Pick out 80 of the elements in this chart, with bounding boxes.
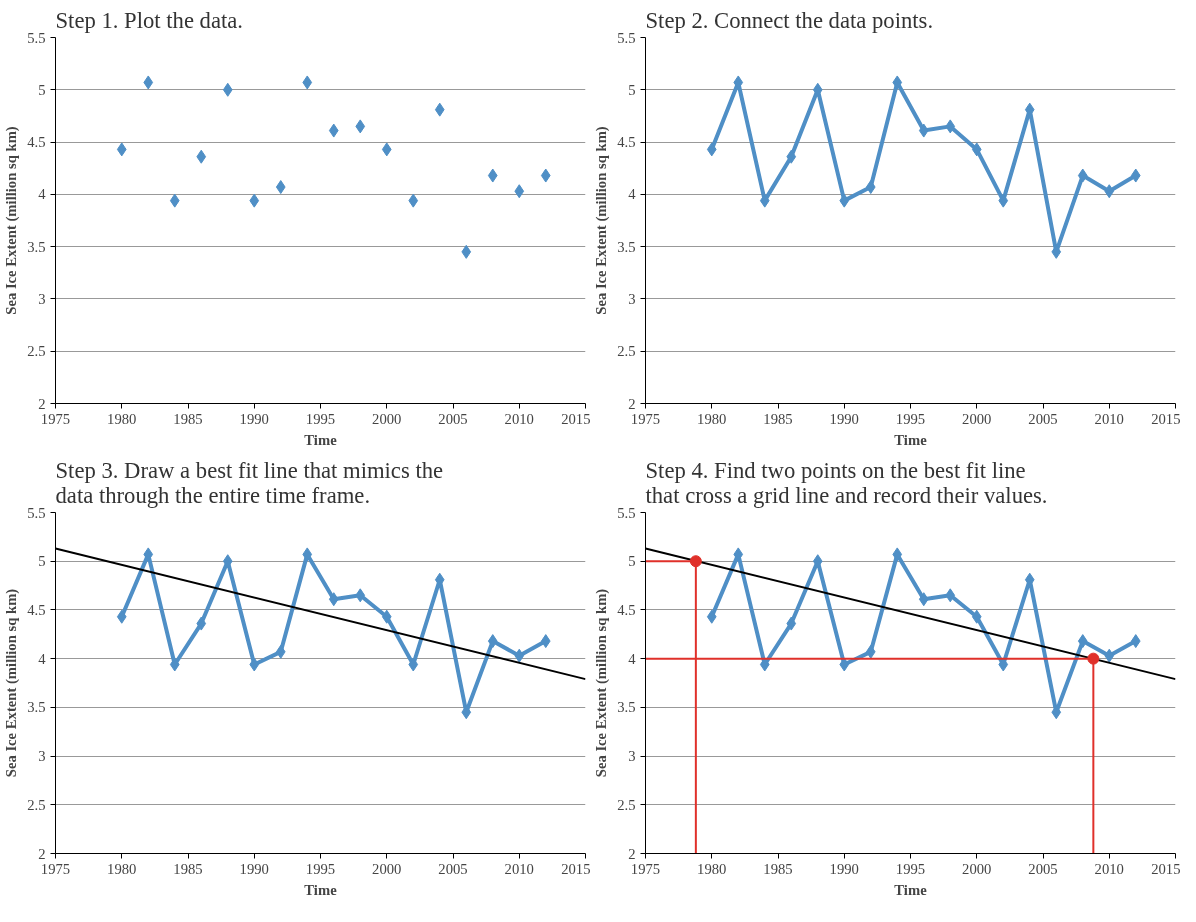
y-tick-label: 4 [628,650,637,667]
x-tick-label: 1990 [829,410,859,427]
x-tick-label: 1995 [305,410,336,427]
y-tick-label: 5 [628,553,636,570]
y-tick-label: 5.5 [27,504,46,521]
y-tick-label: 4 [38,650,47,667]
y-tick-label: 4 [628,186,637,203]
x-tick-label: 2005 [438,860,468,877]
y-axis-title: Sea Ice Extent (million sq km) [593,126,611,315]
x-axis-title: Time [304,881,338,898]
x-tick-label: 1975 [40,860,71,877]
chart-title: Step 4. Find two points on the best fit line that cross a grid line and record their values. [645,457,1048,508]
x-tick-label: 1995 [895,860,926,877]
y-tick-label: 5 [38,553,46,570]
y-tick-label: 3 [38,290,46,307]
y-tick-label: 5.5 [27,29,46,46]
x-axis-title: Time [894,431,928,448]
y-tick-label: 4 [38,186,47,203]
x-axis-title: Time [304,431,338,448]
x-tick-label: 1985 [763,860,793,877]
y-tick-label: 4.5 [617,601,636,618]
y-tick-label: 2 [38,845,46,862]
y-tick-label: 3.5 [617,238,636,255]
x-tick-label: 2005 [1028,410,1058,427]
y-tick-label: 3.5 [617,699,636,716]
x-tick-label: 1985 [173,410,203,427]
y-tick-label: 2.5 [617,796,636,813]
x-tick-label: 1980 [107,410,137,427]
x-tick-label: 2015 [561,410,591,427]
x-tick-label: 1990 [239,860,269,877]
y-tick-label: 3 [38,748,46,765]
x-axis-title: Time [894,881,928,898]
y-tick-label: 5.5 [617,504,636,521]
y-tick-label: 2 [628,845,636,862]
x-tick-label: 1975 [630,860,661,877]
y-tick-label: 3 [628,748,636,765]
x-tick-label: 2015 [1151,860,1181,877]
x-tick-label: 1995 [305,860,336,877]
x-tick-label: 2005 [438,410,468,427]
x-tick-label: 2010 [1094,860,1124,877]
x-tick-label: 1980 [107,860,137,877]
x-tick-label: 2000 [962,410,992,427]
x-tick-label: 1990 [239,410,269,427]
y-axis-title: Sea Ice Extent (million sq km) [3,126,21,315]
chart-title: Step 3. Draw a best fit line that mimics the data through the entire time frame. [55,457,444,508]
x-tick-label: 1985 [173,860,203,877]
x-tick-label: 2000 [372,860,402,877]
x-tick-label: 2010 [504,860,534,877]
y-tick-label: 2.5 [617,343,636,360]
x-tick-label: 2000 [372,410,402,427]
x-tick-label: 2005 [1028,860,1058,877]
y-tick-label: 2.5 [27,796,46,813]
y-axis-title: Sea Ice Extent (million sq km) [593,588,611,778]
y-tick-label: 2 [38,395,46,412]
x-tick-label: 2000 [962,860,992,877]
x-tick-label: 1980 [697,860,727,877]
x-tick-label: 2010 [1094,410,1124,427]
y-tick-label: 4.5 [27,134,46,151]
y-tick-label: 5.5 [617,29,636,46]
y-tick-label: 4.5 [27,601,46,618]
x-tick-label: 1975 [40,410,71,427]
y-tick-label: 3.5 [27,699,46,716]
chart-title: Step 1. Plot the data. [55,7,244,33]
x-tick-label: 2015 [561,860,591,877]
y-tick-label: 4.5 [617,134,636,151]
x-tick-label: 2010 [504,410,534,427]
y-axis-title: Sea Ice Extent (million sq km) [3,588,21,778]
y-tick-label: 2.5 [27,343,46,360]
x-tick-label: 2015 [1151,410,1181,427]
x-tick-label: 1985 [763,410,793,427]
chart-title: Step 2. Connect the data points. [645,7,934,33]
x-tick-label: 1995 [895,410,926,427]
y-tick-label: 2 [628,395,636,412]
y-tick-label: 3 [628,290,636,307]
x-tick-label: 1980 [697,410,727,427]
y-tick-label: 5 [628,81,636,98]
x-tick-label: 1975 [630,410,661,427]
y-tick-label: 5 [38,81,46,98]
x-tick-label: 1990 [829,860,859,877]
y-tick-label: 3.5 [27,238,46,255]
